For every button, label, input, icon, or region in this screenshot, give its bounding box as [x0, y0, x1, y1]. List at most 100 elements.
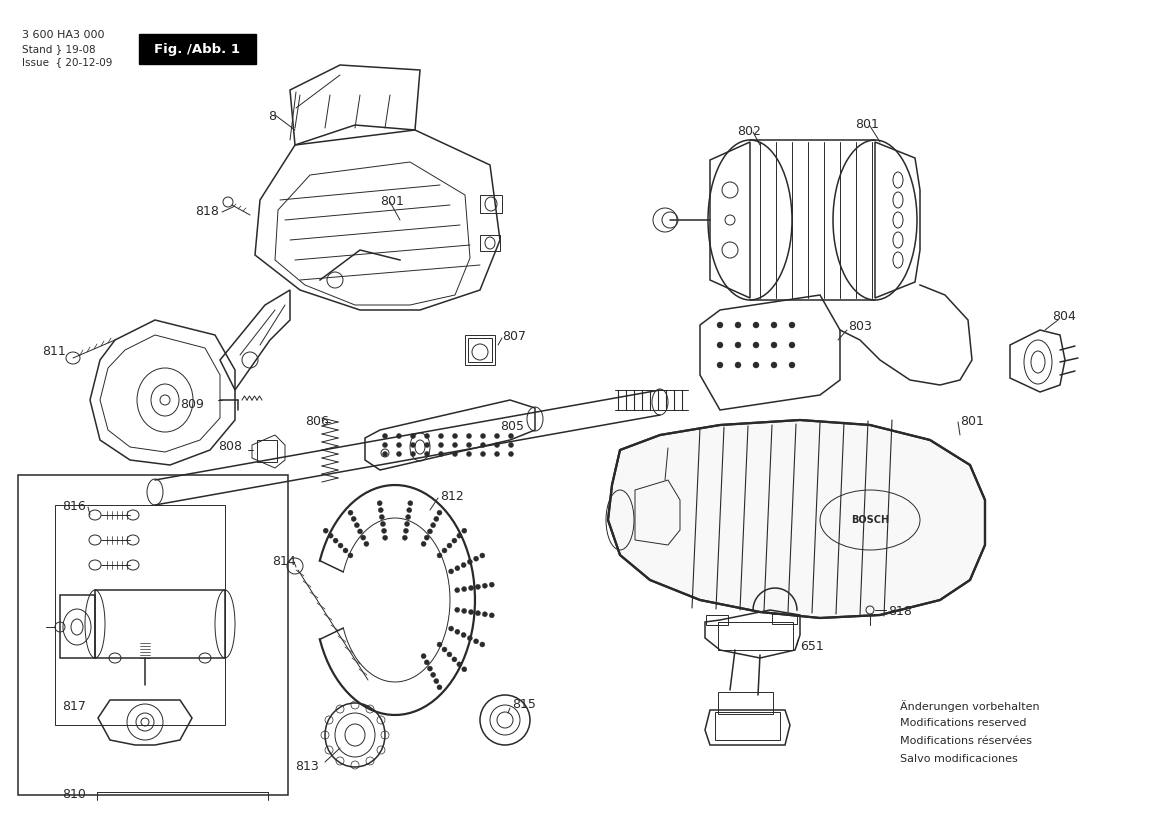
Text: 810: 810 — [62, 788, 85, 801]
Text: 802: 802 — [736, 125, 761, 138]
Ellipse shape — [476, 584, 480, 590]
Ellipse shape — [361, 535, 366, 540]
Ellipse shape — [379, 508, 383, 513]
Ellipse shape — [735, 362, 741, 368]
Text: 3 600 HA3 000: 3 600 HA3 000 — [22, 30, 104, 40]
Text: 809: 809 — [180, 398, 203, 411]
Ellipse shape — [480, 452, 485, 457]
Ellipse shape — [382, 535, 388, 540]
Ellipse shape — [462, 667, 466, 672]
Ellipse shape — [396, 443, 401, 448]
Ellipse shape — [452, 538, 457, 544]
Ellipse shape — [717, 322, 722, 328]
Ellipse shape — [479, 642, 485, 647]
Ellipse shape — [437, 553, 442, 558]
Bar — [706, 615, 728, 625]
Ellipse shape — [402, 535, 407, 540]
Bar — [257, 440, 277, 462]
Ellipse shape — [406, 515, 410, 520]
Ellipse shape — [323, 528, 328, 534]
Ellipse shape — [328, 533, 333, 539]
Ellipse shape — [457, 662, 462, 667]
Ellipse shape — [494, 452, 499, 457]
Ellipse shape — [466, 434, 471, 439]
Ellipse shape — [428, 666, 433, 671]
Text: 803: 803 — [848, 320, 872, 333]
Text: 814: 814 — [272, 555, 296, 568]
Text: 812: 812 — [440, 490, 464, 503]
Ellipse shape — [434, 679, 438, 684]
Ellipse shape — [735, 322, 741, 328]
Text: 816: 816 — [62, 500, 85, 513]
Ellipse shape — [430, 523, 436, 528]
Bar — [18, 475, 288, 795]
Text: 807: 807 — [502, 330, 526, 343]
Text: Fig. /Abb. 1: Fig. /Abb. 1 — [154, 42, 240, 55]
Ellipse shape — [452, 452, 457, 457]
Text: BOSCH: BOSCH — [851, 515, 890, 525]
Polygon shape — [608, 420, 985, 618]
Ellipse shape — [455, 607, 459, 612]
Ellipse shape — [381, 529, 387, 534]
Ellipse shape — [438, 443, 443, 448]
Ellipse shape — [434, 516, 438, 521]
Ellipse shape — [476, 610, 480, 615]
Ellipse shape — [772, 322, 777, 328]
Bar — [465, 335, 494, 365]
Ellipse shape — [424, 535, 429, 540]
Ellipse shape — [430, 672, 436, 677]
Ellipse shape — [455, 629, 459, 634]
Ellipse shape — [408, 501, 413, 506]
Text: Modifications réservées: Modifications réservées — [900, 736, 1032, 746]
Bar — [480, 235, 500, 251]
Text: 801: 801 — [855, 118, 879, 131]
Ellipse shape — [452, 657, 457, 662]
Ellipse shape — [455, 566, 459, 571]
Text: Änderungen vorbehalten: Änderungen vorbehalten — [900, 700, 1039, 712]
Ellipse shape — [490, 582, 494, 587]
Ellipse shape — [468, 559, 472, 564]
Ellipse shape — [457, 533, 462, 539]
Bar — [715, 712, 780, 740]
Ellipse shape — [333, 538, 338, 544]
Ellipse shape — [396, 434, 401, 439]
Ellipse shape — [753, 342, 759, 348]
Ellipse shape — [480, 434, 485, 439]
Text: 813: 813 — [295, 760, 319, 773]
Text: 804: 804 — [1052, 310, 1075, 323]
Text: Salvo modificaciones: Salvo modificaciones — [900, 754, 1018, 764]
Ellipse shape — [789, 322, 795, 328]
Bar — [718, 622, 793, 650]
Ellipse shape — [462, 609, 466, 614]
Ellipse shape — [462, 528, 466, 534]
Ellipse shape — [461, 563, 466, 567]
Ellipse shape — [380, 521, 386, 526]
Ellipse shape — [789, 362, 795, 368]
Ellipse shape — [490, 613, 494, 618]
Ellipse shape — [396, 452, 401, 457]
Ellipse shape — [473, 556, 478, 561]
Bar — [480, 195, 502, 213]
Bar — [772, 614, 797, 624]
Text: 651: 651 — [800, 640, 824, 653]
Ellipse shape — [469, 586, 473, 591]
Ellipse shape — [753, 362, 759, 368]
Ellipse shape — [455, 587, 459, 592]
Ellipse shape — [382, 434, 387, 439]
Ellipse shape — [338, 543, 343, 548]
Ellipse shape — [483, 583, 487, 588]
Ellipse shape — [424, 452, 429, 457]
Ellipse shape — [364, 541, 369, 546]
Text: 817: 817 — [62, 700, 85, 713]
Ellipse shape — [404, 521, 409, 526]
Ellipse shape — [735, 342, 741, 348]
Bar — [55, 505, 224, 725]
Ellipse shape — [461, 633, 466, 638]
Ellipse shape — [509, 452, 513, 457]
Ellipse shape — [509, 434, 513, 439]
Ellipse shape — [473, 638, 478, 643]
Ellipse shape — [442, 647, 447, 652]
Ellipse shape — [468, 636, 472, 641]
Ellipse shape — [343, 548, 348, 553]
Text: 808: 808 — [217, 440, 242, 453]
